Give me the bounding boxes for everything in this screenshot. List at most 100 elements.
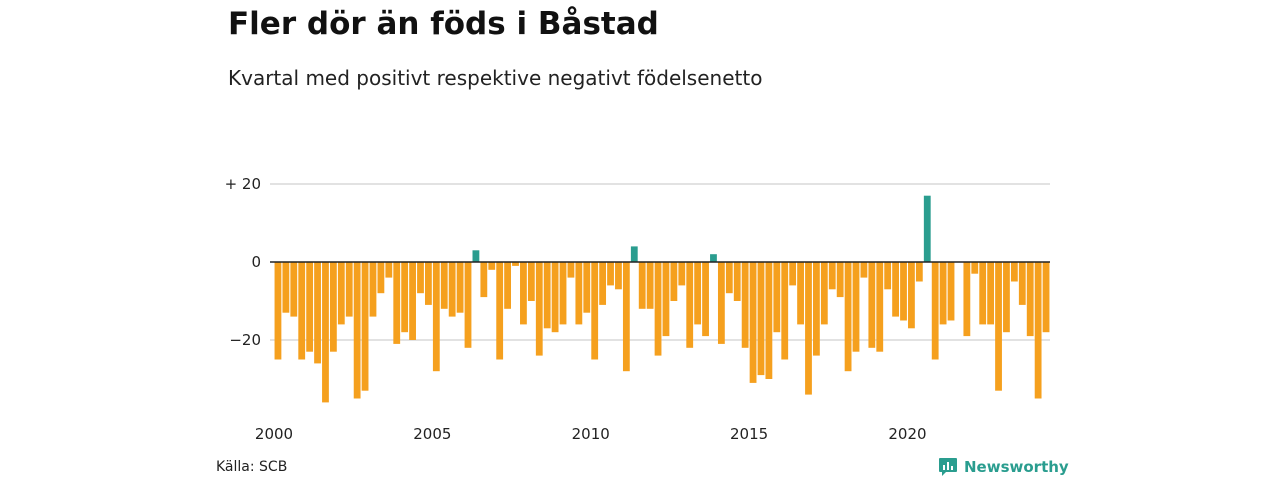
bar xyxy=(1018,262,1026,305)
x-axis-tick-labels: 2000 2005 2010 2015 2020 xyxy=(255,425,927,443)
bar xyxy=(678,262,686,286)
bar xyxy=(749,262,757,383)
bar xyxy=(393,262,401,344)
bar xyxy=(290,262,298,317)
bar xyxy=(1003,262,1010,333)
newsworthy-chart-bubble-icon xyxy=(939,458,957,476)
bar xyxy=(551,262,559,333)
bar xyxy=(345,262,353,317)
bar xyxy=(828,262,836,290)
bar xyxy=(876,262,884,352)
x-tick-label: 2020 xyxy=(888,425,926,443)
bar xyxy=(717,262,725,344)
bar xyxy=(377,262,385,294)
bar xyxy=(939,262,947,325)
bar xyxy=(725,262,733,294)
bar xyxy=(852,262,860,352)
bar xyxy=(1010,262,1018,282)
bar xyxy=(931,262,939,360)
bar xyxy=(615,262,622,290)
bar xyxy=(448,262,456,317)
bar xyxy=(432,262,440,372)
bar xyxy=(915,262,923,282)
bar xyxy=(306,262,314,352)
bar xyxy=(520,262,527,325)
bar xyxy=(535,262,543,356)
bar xyxy=(963,262,971,337)
bar xyxy=(630,246,638,262)
bar xyxy=(741,262,749,348)
bar xyxy=(575,262,583,325)
bar xyxy=(1026,262,1034,337)
bar xyxy=(1034,262,1042,399)
y-tick-label: −20 xyxy=(229,331,261,349)
y-tick-label: 0 xyxy=(251,253,261,271)
source-note: Källa: SCB xyxy=(216,459,288,475)
x-tick-label: 2010 xyxy=(572,425,610,443)
bar xyxy=(480,262,488,298)
bar xyxy=(702,262,709,337)
bar xyxy=(710,254,717,262)
bar xyxy=(694,262,702,325)
bar xyxy=(892,262,899,317)
bar xyxy=(456,262,464,313)
bar xyxy=(781,262,789,360)
bar xyxy=(527,262,535,301)
bar xyxy=(282,262,290,313)
bar xyxy=(274,262,282,360)
bar xyxy=(599,262,607,305)
bar xyxy=(797,262,804,325)
bar xyxy=(844,262,852,372)
bar xyxy=(488,262,496,270)
bar xyxy=(662,262,670,337)
bar xyxy=(440,262,448,309)
newsworthy-logo[interactable]: Newsworthy xyxy=(938,456,1069,478)
bar xyxy=(464,262,472,348)
bar xyxy=(543,262,551,329)
bar xyxy=(298,262,306,360)
bar xyxy=(583,262,591,313)
bar xyxy=(638,262,646,309)
brand-name: Newsworthy xyxy=(964,458,1069,476)
bar xyxy=(789,262,797,286)
bar xyxy=(860,262,868,278)
x-tick-label: 2005 xyxy=(413,425,451,443)
bar-chart: + 20 0 −20 2000 2005 2010 2015 2020 xyxy=(225,175,1050,443)
bar xyxy=(836,262,844,298)
bar xyxy=(670,262,678,301)
bar xyxy=(733,262,741,301)
bar xyxy=(409,262,416,340)
bar xyxy=(947,262,955,321)
bar xyxy=(773,262,781,333)
bar xyxy=(369,262,377,317)
bar xyxy=(805,262,812,395)
bar xyxy=(417,262,424,294)
bar xyxy=(337,262,345,325)
bar xyxy=(757,262,765,376)
bar xyxy=(322,262,329,403)
bar xyxy=(987,262,995,325)
y-tick-label: + 20 xyxy=(225,175,261,193)
bar xyxy=(329,262,337,352)
x-tick-label: 2000 xyxy=(255,425,293,443)
bar xyxy=(1042,262,1050,333)
bar xyxy=(979,262,987,325)
bar xyxy=(559,262,567,325)
bar xyxy=(401,262,409,333)
bar xyxy=(512,262,519,266)
bar xyxy=(591,262,599,360)
bar xyxy=(496,262,504,360)
bar xyxy=(472,250,480,262)
bar xyxy=(314,262,321,364)
bar xyxy=(567,262,575,278)
bar xyxy=(900,262,907,321)
bar xyxy=(622,262,630,372)
bar xyxy=(813,262,820,356)
bar xyxy=(504,262,511,309)
bars xyxy=(274,195,1050,403)
bar xyxy=(425,262,432,305)
bar xyxy=(884,262,892,290)
bar xyxy=(385,262,393,278)
bar xyxy=(361,262,369,391)
bar xyxy=(820,262,828,325)
